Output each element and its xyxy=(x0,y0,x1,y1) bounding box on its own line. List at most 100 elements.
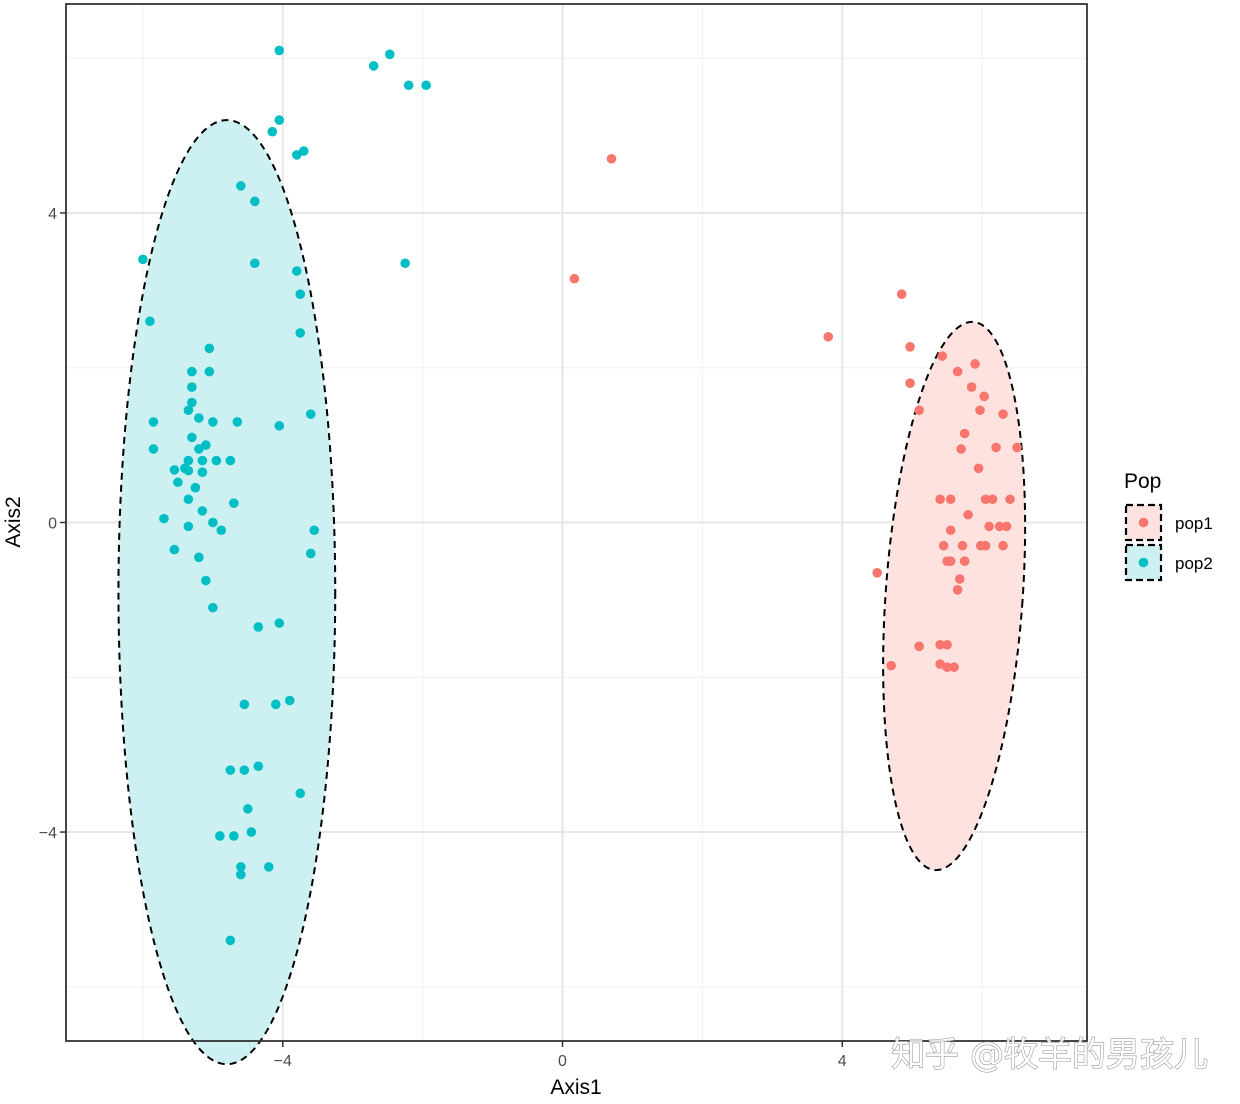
point-pop1 xyxy=(896,289,907,300)
point-pop2 xyxy=(187,382,197,392)
point-pop2 xyxy=(197,467,208,477)
y-tick-label: 0 xyxy=(48,516,57,533)
point-pop2 xyxy=(291,150,302,160)
point-pop1 xyxy=(963,509,973,520)
y-tick-label: 4 xyxy=(48,206,57,223)
point-pop1 xyxy=(991,442,1001,453)
axis-ticks: −4 0 4 −4 0 4 xyxy=(39,206,847,1070)
watermark-text: 知乎 @牧羊的男孩儿 xyxy=(891,1035,1208,1075)
point-pop2 xyxy=(270,699,281,710)
point-pop2 xyxy=(183,405,194,416)
point-pop2 xyxy=(145,316,155,327)
point-pop1 xyxy=(942,662,952,673)
point-pop2 xyxy=(194,552,204,563)
legend-title: Pop xyxy=(1124,470,1161,493)
point-pop1 xyxy=(970,359,980,369)
point-pop1 xyxy=(980,494,991,505)
point-pop2 xyxy=(236,862,246,872)
point-pop2 xyxy=(215,831,225,841)
point-pop2 xyxy=(201,575,211,586)
point-pop2 xyxy=(183,465,194,476)
point-pop2 xyxy=(183,494,194,505)
point-pop2 xyxy=(274,420,285,431)
legend-key-pop1 xyxy=(1124,503,1163,542)
point-pop2 xyxy=(169,465,180,475)
point-pop2 xyxy=(201,440,211,450)
point-pop2 xyxy=(400,258,410,269)
legend: Pop pop1 pop2 xyxy=(1124,470,1213,582)
point-pop1 xyxy=(905,378,915,389)
legend-dot-pop1 xyxy=(1138,517,1149,528)
point-pop2 xyxy=(236,869,246,880)
confidence-ellipses xyxy=(117,119,1027,1066)
point-pop2 xyxy=(216,525,227,536)
point-pop1 xyxy=(945,494,956,505)
point-pop1 xyxy=(987,494,998,505)
point-pop2 xyxy=(148,444,159,454)
point-pop2 xyxy=(229,498,239,508)
point-pop2 xyxy=(274,45,285,56)
point-pop1 xyxy=(994,521,1005,532)
point-pop2 xyxy=(211,455,222,466)
point-pop2 xyxy=(204,366,215,377)
point-pop1 xyxy=(952,585,963,595)
point-pop2 xyxy=(169,544,180,555)
point-pop2 xyxy=(194,413,204,423)
point-pop2 xyxy=(183,521,194,532)
point-pop1 xyxy=(984,521,994,532)
point-pop1 xyxy=(905,342,915,352)
point-pop1 xyxy=(979,391,990,402)
point-pop2 xyxy=(305,409,316,419)
point-pop2 xyxy=(295,328,306,338)
point-pop2 xyxy=(250,258,260,269)
point-pop2 xyxy=(208,517,218,528)
point-pop2 xyxy=(225,765,236,775)
point-pop2 xyxy=(225,935,236,946)
point-pop2 xyxy=(309,525,320,536)
point-pop1 xyxy=(935,639,945,650)
point-pop1 xyxy=(975,405,985,416)
point-pop1 xyxy=(606,153,617,164)
point-pop1 xyxy=(998,409,1008,419)
point-pop1 xyxy=(569,273,580,284)
point-pop1 xyxy=(1001,521,1012,532)
point-pop2 xyxy=(236,181,246,191)
point-pop1 xyxy=(886,660,896,671)
point-pop2 xyxy=(204,343,215,354)
point-pop2 xyxy=(298,146,309,156)
point-pop2 xyxy=(253,761,264,772)
x-tick-label: 4 xyxy=(838,1053,847,1070)
point-pop2 xyxy=(295,788,306,799)
point-pop1 xyxy=(980,540,991,551)
point-pop2 xyxy=(190,482,201,493)
y-tick-label: −4 xyxy=(39,825,57,842)
point-pop2 xyxy=(187,366,197,377)
point-pop1 xyxy=(938,540,949,551)
point-pop2 xyxy=(239,699,250,710)
point-pop1 xyxy=(1005,494,1015,505)
point-pop1 xyxy=(952,366,963,377)
point-pop1 xyxy=(1012,442,1022,453)
point-pop1 xyxy=(823,331,834,342)
point-pop1 xyxy=(959,556,970,566)
point-pop1 xyxy=(914,405,924,416)
point-pop2 xyxy=(368,61,379,71)
legend-label-pop2: pop2 xyxy=(1175,554,1213,573)
grid-lines xyxy=(66,4,1087,1041)
point-pop2 xyxy=(148,417,159,427)
ellipse-pop1 xyxy=(882,320,1027,872)
y-axis-title: Axis2 xyxy=(2,496,25,547)
point-pop1 xyxy=(949,662,959,673)
point-pop2 xyxy=(305,548,316,559)
x-axis-title: Axis1 xyxy=(550,1076,601,1099)
point-pop2 xyxy=(229,831,239,841)
point-pop2 xyxy=(232,417,243,427)
point-pop2 xyxy=(295,289,306,300)
point-pop2 xyxy=(159,513,169,524)
point-pop1 xyxy=(956,444,966,454)
point-pop2 xyxy=(225,455,236,466)
point-pop2 xyxy=(291,266,302,276)
x-tick-label: 0 xyxy=(558,1053,567,1070)
point-pop1 xyxy=(973,463,984,474)
